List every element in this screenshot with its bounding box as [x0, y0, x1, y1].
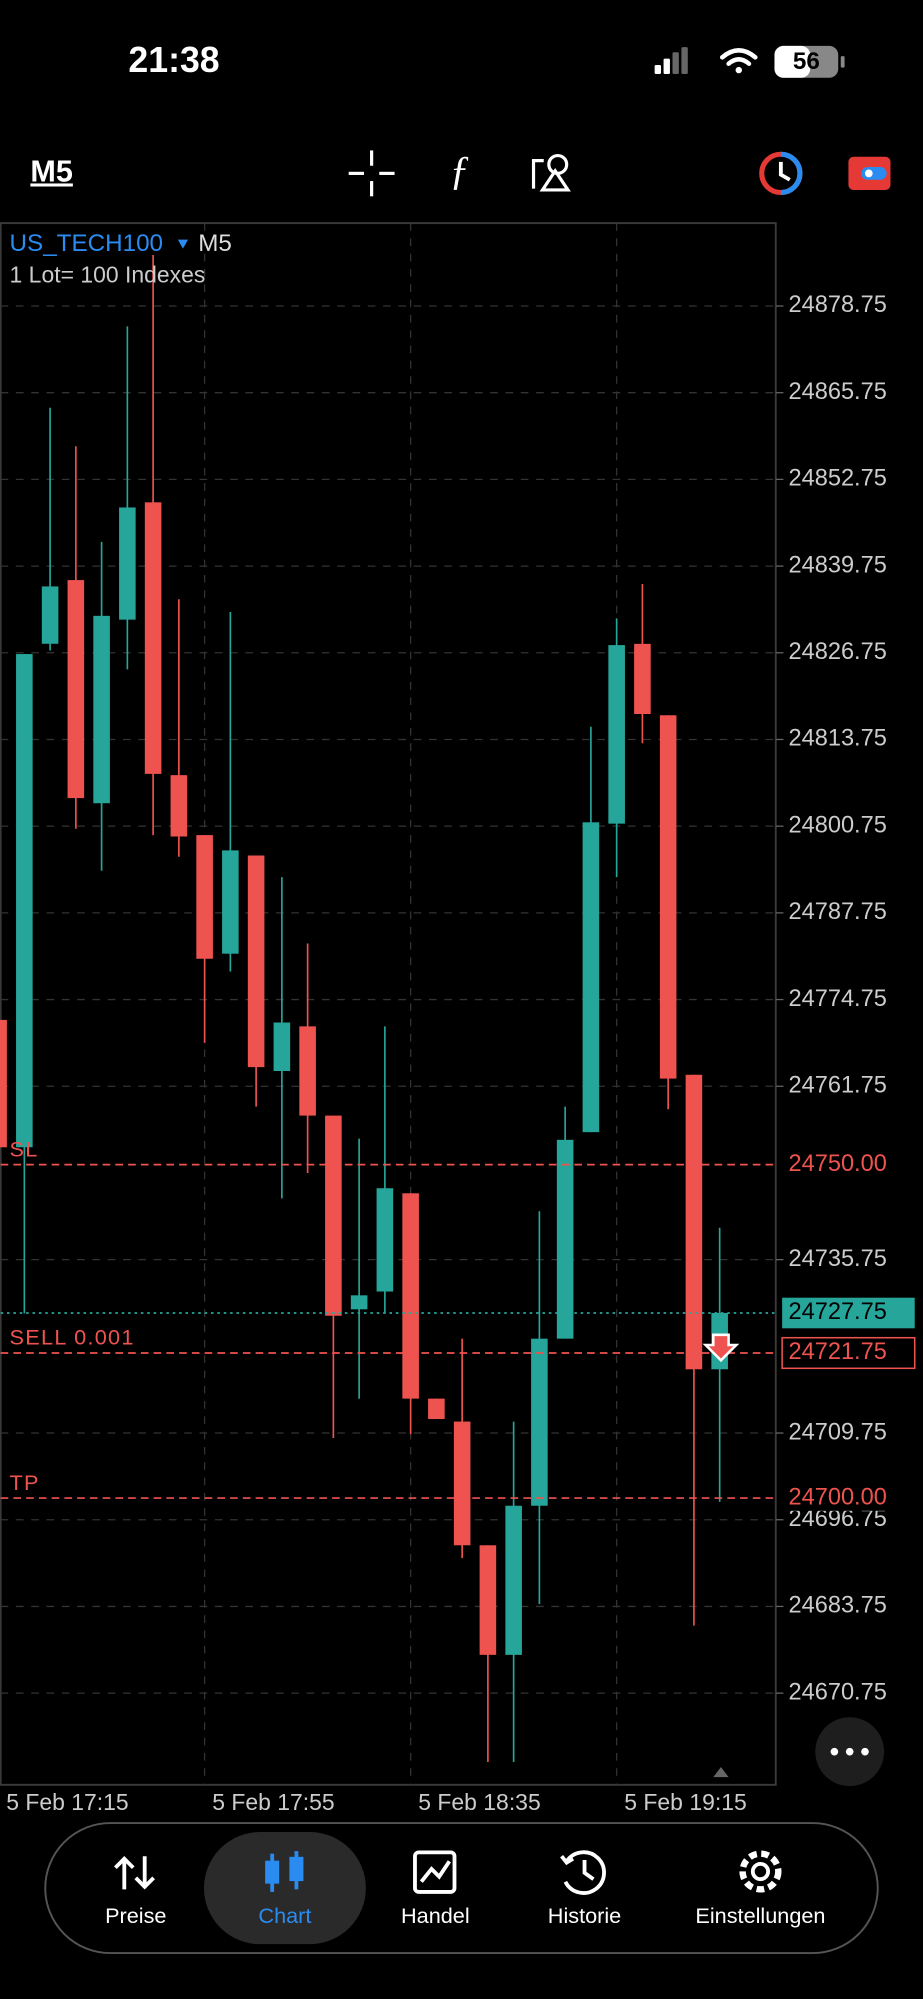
y-tick-label: 24683.75 — [789, 1592, 887, 1618]
y-tick-label: 24800.75 — [789, 811, 887, 837]
tab-label[interactable]: Chart — [258, 1903, 311, 1928]
y-tick-label: 24839.75 — [789, 551, 887, 577]
y-tick-label: 24761.75 — [789, 1071, 887, 1097]
x-tick-label: 5 Feb 17:15 — [6, 1789, 128, 1815]
candle-body — [608, 645, 625, 824]
chart: 24878.75 24865.75 24852.75 24839.75 24826.75… — [0, 223, 916, 1815]
y-tick-label: 24852.75 — [789, 465, 887, 491]
contract-size: 1 Lot= 100 Indexes — [10, 262, 206, 288]
price-level-name: SELL 0.001 — [10, 1325, 135, 1350]
candle-body — [428, 1398, 445, 1420]
candle-body — [350, 1295, 368, 1310]
candle-body — [222, 850, 239, 954]
trade-tab-icon[interactable] — [413, 1850, 457, 1894]
candle-body — [505, 1505, 522, 1655]
crosshair-icon[interactable] — [348, 150, 395, 197]
history-icon[interactable] — [560, 1850, 606, 1895]
tab-label[interactable]: Historie — [548, 1903, 621, 1928]
candle-body — [376, 1188, 394, 1292]
candle-body — [247, 855, 265, 1068]
y-tick-label: 24826.75 — [789, 638, 887, 664]
tab-selected-bg — [203, 1831, 366, 1945]
candle-body — [634, 643, 651, 714]
candle-body — [299, 1026, 316, 1116]
candle-body — [402, 1193, 419, 1399]
battery-level: 56 — [793, 48, 820, 75]
y-tick-label: 24774.75 — [789, 985, 887, 1011]
y-tick-label: 24670.75 — [789, 1678, 887, 1704]
battery-icon: 56 — [774, 45, 845, 78]
clock: 21:38 — [128, 40, 219, 80]
y-tick-label: 24735.75 — [789, 1245, 887, 1271]
candle-body — [531, 1338, 548, 1506]
tab-label[interactable]: Einstellungen — [695, 1903, 825, 1928]
x-tick-label: 5 Feb 18:35 — [418, 1789, 540, 1815]
sell-marker — [702, 1333, 740, 1363]
settings-icon[interactable] — [739, 1850, 782, 1893]
price-tag-bg — [782, 1482, 915, 1511]
scroll-marker[interactable] — [713, 1766, 729, 1778]
tab-label[interactable]: Preise — [105, 1903, 166, 1928]
x-tick-label: 5 Feb 19:15 — [624, 1789, 746, 1815]
tab-label[interactable]: Handel — [401, 1903, 470, 1928]
account-icon[interactable] — [848, 156, 891, 190]
price-tag-bg — [782, 1297, 915, 1329]
price-tag-bg — [781, 1336, 916, 1370]
candle-body — [685, 1074, 703, 1370]
symbol[interactable]: US_TECH100 — [10, 230, 163, 257]
candle-body — [67, 580, 85, 799]
chart-timeframe: M5 — [198, 230, 232, 257]
symbol-dropdown[interactable] — [177, 239, 189, 249]
wifi-icon — [719, 48, 758, 74]
price-tag: 24700.00 — [789, 1483, 887, 1509]
candle-body — [659, 715, 677, 1079]
y-tick-label: 24878.75 — [789, 291, 887, 317]
candle-body — [170, 775, 188, 837]
prices-icon[interactable] — [114, 1856, 155, 1890]
objects-icon[interactable] — [531, 153, 571, 192]
price-level-name: SL — [10, 1136, 39, 1161]
chart-frame — [0, 222, 777, 1786]
more-button[interactable] — [815, 1717, 885, 1787]
candle-body — [325, 1115, 342, 1316]
indicator-icon[interactable]: ƒ — [449, 148, 469, 193]
y-tick-label: 24709.75 — [789, 1418, 887, 1444]
price-tag-bg — [782, 1149, 915, 1178]
y-tick-label: 24787.75 — [789, 898, 887, 924]
trade-icon[interactable] — [759, 151, 803, 196]
candle-body — [582, 822, 600, 1133]
signal-icon — [654, 47, 688, 74]
price-tag: 24727.75 — [789, 1298, 887, 1324]
candle-body — [119, 507, 136, 620]
candle-body — [556, 1139, 574, 1339]
candle-body — [479, 1545, 497, 1655]
y-tick-label: 24813.75 — [789, 725, 887, 751]
candle-body — [144, 502, 162, 774]
chart-icon[interactable] — [265, 1851, 304, 1892]
candle-body — [453, 1421, 471, 1546]
tab-bar — [44, 1822, 879, 1955]
price-tag: 24750.00 — [789, 1150, 887, 1176]
candle-body — [196, 835, 213, 959]
price-tag: 24721.75 — [789, 1338, 887, 1364]
candle-body — [41, 586, 59, 644]
candle-body — [0, 1019, 7, 1148]
candle-body — [16, 654, 33, 1148]
timeframe-button[interactable]: M5 — [30, 154, 72, 188]
candle-body — [273, 1022, 291, 1071]
x-tick-label: 5 Feb 17:55 — [212, 1789, 334, 1815]
price-level-name: TP — [10, 1470, 40, 1495]
y-tick-label: 24865.75 — [789, 378, 887, 404]
candle-body — [93, 615, 110, 804]
